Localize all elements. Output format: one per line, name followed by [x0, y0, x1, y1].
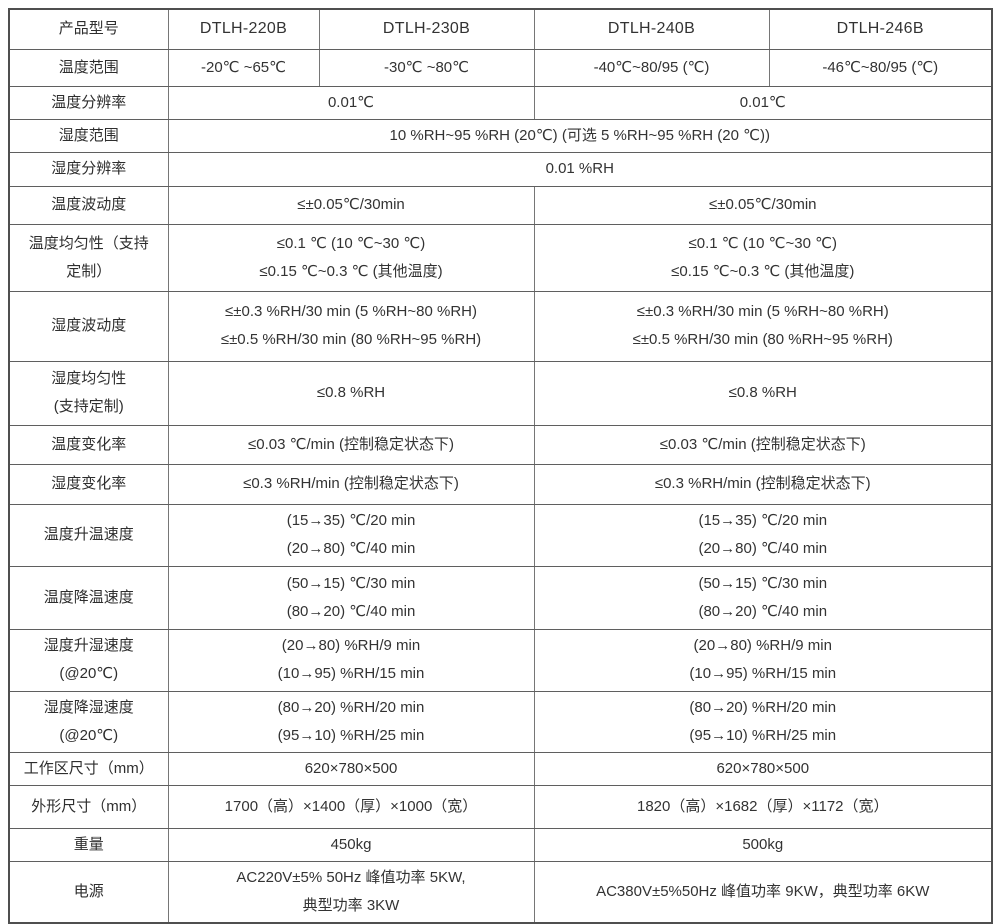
row-label: 温度均匀性（支持 定制） [8, 223, 169, 292]
value-cell-left: ≤±0.3 %RH/30 min (5 %RH~80 %RH) ≤±0.5 %R… [167, 290, 535, 362]
value-cell-right: 620×780×500 [533, 751, 993, 786]
model-name-4: DTLH-246B [768, 8, 993, 50]
value-cell-right: ≤±0.3 %RH/30 min (5 %RH~80 %RH) ≤±0.5 %R… [533, 290, 993, 362]
value-cell: -40℃~80/95 (℃) [533, 48, 770, 87]
row-label: 湿度波动度 [8, 290, 169, 362]
row-label: 温度变化率 [8, 424, 169, 465]
row-label: 工作区尺寸（mm） [8, 751, 169, 786]
spec-table: 产品型号 DTLH-220B DTLH-230B DTLH-240B DTLH-… [8, 8, 993, 924]
value-cell-right: 500kg [533, 827, 993, 862]
value-cell-left: AC220V±5% 50Hz 峰值功率 5KW, 典型功率 3KW [167, 860, 535, 923]
model-name-2: DTLH-230B [318, 8, 535, 50]
row-label: 湿度降湿速度 (@20℃) [8, 690, 169, 753]
row-label: 电源 [8, 860, 169, 923]
row-label: 湿度范围 [8, 118, 169, 153]
spec-row-temp-resolution: 温度分辨率 0.01℃ 0.01℃ [8, 85, 993, 120]
value-cell-right: ≤0.1 ℃ (10 ℃~30 ℃) ≤0.15 ℃~0.3 ℃ (其他温度) [533, 223, 993, 292]
value-cell: -46℃~80/95 (℃) [768, 48, 993, 87]
spec-row-temp-uniformity: 温度均匀性（支持 定制） ≤0.1 ℃ (10 ℃~30 ℃) ≤0.15 ℃~… [8, 223, 993, 292]
value-cell-left: 620×780×500 [167, 751, 535, 786]
value-cell-left: 450kg [167, 827, 535, 862]
row-label-product-model: 产品型号 [8, 8, 169, 50]
value-cell-right: AC380V±5%50Hz 峰值功率 9KW，典型功率 6KW [533, 860, 993, 923]
row-label: 温度波动度 [8, 185, 169, 225]
spec-row-humidity-uniformity: 湿度均匀性 (支持定制) ≤0.8 %RH ≤0.8 %RH [8, 360, 993, 426]
row-label: 湿度升湿速度 (@20℃) [8, 628, 169, 692]
row-label: 温度分辨率 [8, 85, 169, 120]
value-cell-left: (80→20) %RH/20 min (95→10) %RH/25 min [167, 690, 535, 753]
spec-row-outer-size: 外形尺寸（mm） 1700（高）×1400（厚）×1000（宽） 1820（高）… [8, 784, 993, 829]
spec-row-power-supply: 电源 AC220V±5% 50Hz 峰值功率 5KW, 典型功率 3KW AC3… [8, 860, 993, 923]
value-cell-full: 10 %RH~95 %RH (20℃) (可选 5 %RH~95 %RH (20… [167, 118, 993, 153]
value-cell-left: (20→80) %RH/9 min (10→95) %RH/15 min [167, 628, 535, 692]
spec-row-weight: 重量 450kg 500kg [8, 827, 993, 862]
value-cell-right: ≤±0.05℃/30min [533, 185, 993, 225]
value-cell: -20℃ ~65℃ [167, 48, 320, 87]
value-cell-right: ≤0.3 %RH/min (控制稳定状态下) [533, 463, 993, 505]
row-label: 外形尺寸（mm） [8, 784, 169, 829]
row-label: 温度升温速度 [8, 503, 169, 567]
value-cell-left: ≤0.03 ℃/min (控制稳定状态下) [167, 424, 535, 465]
spec-row-heating-speed: 温度升温速度 (15→35) ℃/20 min (20→80) ℃/40 min… [8, 503, 993, 567]
model-name-3: DTLH-240B [533, 8, 770, 50]
spec-row-temp-range: 温度范围 -20℃ ~65℃ -30℃ ~80℃ -40℃~80/95 (℃) … [8, 48, 993, 87]
spec-row-dehumidify-speed: 湿度降湿速度 (@20℃) (80→20) %RH/20 min (95→10)… [8, 690, 993, 753]
value-cell-left: (50→15) ℃/30 min (80→20) ℃/40 min [167, 565, 535, 630]
row-label: 重量 [8, 827, 169, 862]
value-cell-left: 0.01℃ [167, 85, 535, 120]
value-cell-right: (15→35) ℃/20 min (20→80) ℃/40 min [533, 503, 993, 567]
spec-row-header: 产品型号 DTLH-220B DTLH-230B DTLH-240B DTLH-… [8, 8, 993, 50]
row-label: 温度范围 [8, 48, 169, 87]
value-cell-full: 0.01 %RH [167, 151, 993, 187]
spec-row-work-area-size: 工作区尺寸（mm） 620×780×500 620×780×500 [8, 751, 993, 786]
value-cell-right: ≤0.03 ℃/min (控制稳定状态下) [533, 424, 993, 465]
spec-row-humidity-resolution: 湿度分辨率 0.01 %RH [8, 151, 993, 187]
spec-row-humidity-fluctuation: 湿度波动度 ≤±0.3 %RH/30 min (5 %RH~80 %RH) ≤±… [8, 290, 993, 362]
value-cell-right: (50→15) ℃/30 min (80→20) ℃/40 min [533, 565, 993, 630]
spec-row-humidity-change-rate: 湿度变化率 ≤0.3 %RH/min (控制稳定状态下) ≤0.3 %RH/mi… [8, 463, 993, 505]
spec-row-humidity-range: 湿度范围 10 %RH~95 %RH (20℃) (可选 5 %RH~95 %R… [8, 118, 993, 153]
spec-row-humidify-speed: 湿度升湿速度 (@20℃) (20→80) %RH/9 min (10→95) … [8, 628, 993, 692]
value-cell-left: ≤0.8 %RH [167, 360, 535, 426]
row-label: 湿度变化率 [8, 463, 169, 505]
value-cell-left: ≤±0.05℃/30min [167, 185, 535, 225]
spec-row-cooling-speed: 温度降温速度 (50→15) ℃/30 min (80→20) ℃/40 min… [8, 565, 993, 630]
model-name-1: DTLH-220B [167, 8, 320, 50]
spec-row-temp-change-rate: 温度变化率 ≤0.03 ℃/min (控制稳定状态下) ≤0.03 ℃/min … [8, 424, 993, 465]
value-cell-left: (15→35) ℃/20 min (20→80) ℃/40 min [167, 503, 535, 567]
value-cell-left: ≤0.3 %RH/min (控制稳定状态下) [167, 463, 535, 505]
row-label: 湿度分辨率 [8, 151, 169, 187]
value-cell-right: ≤0.8 %RH [533, 360, 993, 426]
value-cell-right: (20→80) %RH/9 min (10→95) %RH/15 min [533, 628, 993, 692]
value-cell-right: 0.01℃ [533, 85, 993, 120]
value-cell-right: 1820（高）×1682（厚）×1172（宽） [533, 784, 993, 829]
row-label: 湿度均匀性 (支持定制) [8, 360, 169, 426]
spec-row-temp-fluctuation: 温度波动度 ≤±0.05℃/30min ≤±0.05℃/30min [8, 185, 993, 225]
value-cell-left: ≤0.1 ℃ (10 ℃~30 ℃) ≤0.15 ℃~0.3 ℃ (其他温度) [167, 223, 535, 292]
value-cell: -30℃ ~80℃ [318, 48, 535, 87]
row-label: 温度降温速度 [8, 565, 169, 630]
value-cell-left: 1700（高）×1400（厚）×1000（宽） [167, 784, 535, 829]
value-cell-right: (80→20) %RH/20 min (95→10) %RH/25 min [533, 690, 993, 753]
